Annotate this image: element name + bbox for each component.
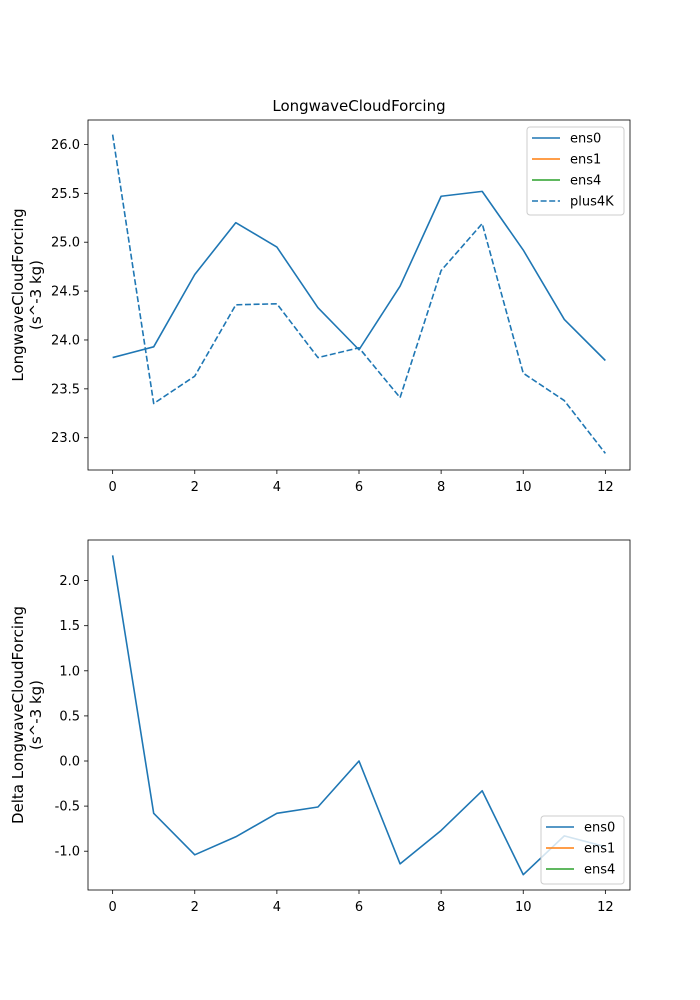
y-axis-label: Delta LongwaveCloudForcing(s^-3 kg)	[9, 606, 45, 824]
x-tick-label: 10	[515, 480, 532, 495]
chart-panel-2: Delta LongwaveCloudForcing(s^-3 kg) 0 2 4 6 8…	[9, 539, 631, 915]
legend-box	[540, 815, 625, 885]
x-tick-label: 6	[355, 900, 363, 915]
legend-label-ens0: ens0	[570, 132, 601, 147]
y-axis-label-line: Delta LongwaveCloudForcing	[9, 606, 27, 824]
x-tick-label: 4	[273, 900, 281, 915]
x-tick-label: 12	[597, 900, 614, 915]
y-axis-label: LongwaveCloudForcing(s^-3 kg)	[9, 208, 45, 381]
x-tick-label: 12	[597, 480, 614, 495]
plot-area-frame	[87, 119, 631, 471]
y-tick-label: 1.5	[59, 619, 80, 634]
x-tick-label: 0	[108, 900, 116, 915]
y-tick-label: 23.0	[51, 431, 80, 446]
x-tick-label: 10	[515, 900, 532, 915]
y-axis-label-line: (s^-3 kg)	[27, 260, 45, 330]
y-tick-label: 0.0	[59, 755, 80, 770]
y-tick-label: 25.0	[51, 236, 80, 251]
series-line-ens0	[111, 555, 606, 876]
y-tick-label: 24.5	[51, 285, 80, 300]
x-tick-label: 2	[191, 900, 199, 915]
y-tick-label: 1.0	[59, 664, 80, 679]
y-tick-label: 0.5	[59, 709, 80, 724]
y-tick-label: 25.5	[51, 187, 80, 202]
legend-label-ens4: ens4	[584, 863, 615, 878]
legend-label-ens0: ens0	[584, 821, 615, 836]
chart-panel-1: LongwaveCloudForcingLongwaveCloudForcing…	[9, 97, 631, 495]
legend: ens0 ens1 ens4 plus4K	[526, 126, 625, 216]
y-tick-label: 24.0	[51, 333, 80, 348]
legend-label-ens1: ens1	[584, 842, 615, 857]
chart-title: LongwaveCloudForcing	[272, 97, 445, 115]
y-tick-label: 23.5	[51, 382, 80, 397]
y-tick-label: -1.0	[55, 845, 80, 860]
x-tick-label: 6	[355, 480, 363, 495]
y-tick-label: 26.0	[51, 138, 80, 153]
legend-label-ens1: ens1	[570, 153, 601, 168]
plot-area-frame	[87, 539, 631, 891]
x-tick-label: 8	[437, 480, 445, 495]
legend-label-ens4: ens4	[570, 174, 601, 189]
legend-box	[526, 126, 625, 216]
legend-label-plus4K: plus4K	[570, 195, 614, 210]
y-axis-label-line: LongwaveCloudForcing	[9, 208, 27, 381]
x-tick-label: 2	[191, 480, 199, 495]
x-tick-label: 8	[437, 900, 445, 915]
y-tick-label: 2.0	[59, 574, 80, 589]
y-axis-label-line: (s^-3 kg)	[27, 680, 45, 750]
series-line-ens0	[112, 190, 606, 362]
x-tick-label: 0	[108, 480, 116, 495]
x-tick-label: 4	[273, 480, 281, 495]
legend: ens0 ens1 ens4	[540, 815, 625, 885]
y-tick-label: -0.5	[55, 800, 80, 815]
series-line-plus4K	[111, 134, 606, 454]
